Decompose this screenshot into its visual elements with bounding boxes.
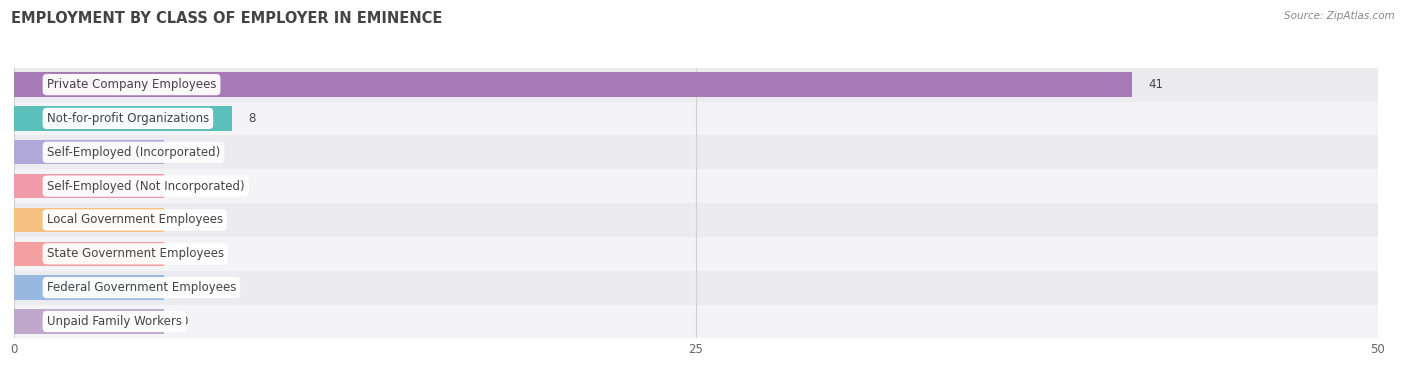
Bar — [14, 203, 1378, 237]
Text: Source: ZipAtlas.com: Source: ZipAtlas.com — [1284, 11, 1395, 21]
Text: Unpaid Family Workers: Unpaid Family Workers — [46, 315, 181, 328]
Text: Not-for-profit Organizations: Not-for-profit Organizations — [46, 112, 209, 125]
Bar — [14, 237, 1378, 271]
Bar — [14, 140, 165, 164]
Text: 8: 8 — [249, 112, 256, 125]
Bar — [14, 305, 1378, 338]
Text: 0: 0 — [180, 214, 188, 226]
Bar — [14, 309, 165, 334]
Bar — [14, 276, 165, 300]
Text: Private Company Employees: Private Company Employees — [46, 78, 217, 91]
Bar — [14, 174, 165, 198]
Bar — [14, 135, 1378, 169]
Text: 41: 41 — [1149, 78, 1164, 91]
Text: 0: 0 — [180, 315, 188, 328]
Text: 0: 0 — [180, 247, 188, 260]
Bar — [14, 242, 165, 266]
Text: 0: 0 — [180, 180, 188, 193]
Text: 0: 0 — [180, 281, 188, 294]
Bar — [14, 271, 1378, 305]
Bar — [14, 68, 1378, 102]
Bar — [14, 169, 1378, 203]
Text: Local Government Employees: Local Government Employees — [46, 214, 224, 226]
Text: Federal Government Employees: Federal Government Employees — [46, 281, 236, 294]
Text: 0: 0 — [180, 146, 188, 159]
Bar — [14, 73, 1132, 97]
Text: Self-Employed (Incorporated): Self-Employed (Incorporated) — [46, 146, 221, 159]
Bar — [14, 208, 165, 232]
Text: Self-Employed (Not Incorporated): Self-Employed (Not Incorporated) — [46, 180, 245, 193]
Text: EMPLOYMENT BY CLASS OF EMPLOYER IN EMINENCE: EMPLOYMENT BY CLASS OF EMPLOYER IN EMINE… — [11, 11, 443, 26]
Bar — [14, 102, 1378, 135]
Bar — [14, 106, 232, 130]
Text: State Government Employees: State Government Employees — [46, 247, 224, 260]
